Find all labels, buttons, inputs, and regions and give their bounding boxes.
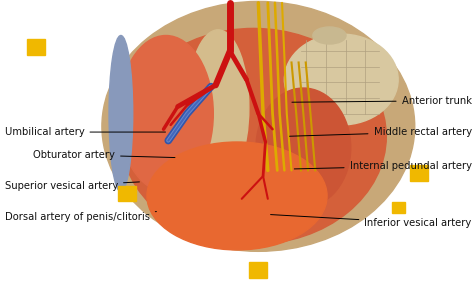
Ellipse shape bbox=[118, 36, 213, 192]
Text: Dorsal artery of penis/clitoris: Dorsal artery of penis/clitoris bbox=[5, 212, 156, 222]
Bar bbox=[410, 166, 428, 181]
Ellipse shape bbox=[121, 28, 386, 244]
Ellipse shape bbox=[284, 34, 398, 125]
Bar bbox=[249, 262, 267, 278]
Text: Inferior vesical artery: Inferior vesical artery bbox=[271, 215, 472, 228]
Bar bbox=[392, 202, 405, 213]
Bar bbox=[118, 186, 136, 202]
Text: Umbilical artery: Umbilical artery bbox=[5, 127, 165, 137]
Text: Superior vesical artery: Superior vesical artery bbox=[5, 181, 139, 191]
Ellipse shape bbox=[187, 30, 249, 186]
Ellipse shape bbox=[147, 142, 327, 250]
Ellipse shape bbox=[313, 27, 346, 44]
Text: Middle rectal artery: Middle rectal artery bbox=[290, 127, 472, 137]
Text: Anterior trunk: Anterior trunk bbox=[292, 96, 472, 106]
Ellipse shape bbox=[102, 1, 415, 251]
Ellipse shape bbox=[256, 88, 351, 207]
Ellipse shape bbox=[109, 36, 133, 192]
Bar bbox=[27, 39, 45, 55]
Text: Obturator artery: Obturator artery bbox=[33, 150, 175, 160]
Text: Internal pedundal artery: Internal pedundal artery bbox=[294, 161, 472, 171]
